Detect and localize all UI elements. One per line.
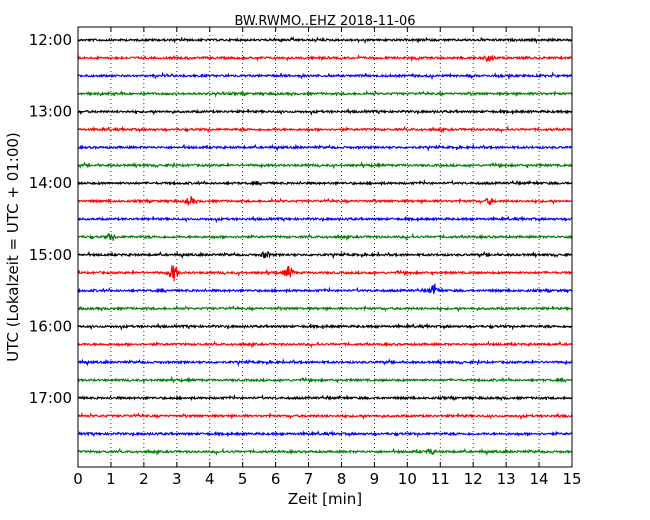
y-tick-label: 16:00: [29, 317, 72, 335]
trace-1530: [77, 283, 573, 295]
trace-1200: [77, 35, 573, 45]
trace-1500: [77, 250, 573, 260]
x-tick-label: 13: [497, 470, 516, 488]
x-tick-label: 11: [431, 470, 450, 488]
trace-1745: [77, 447, 573, 457]
x-tick-label: 0: [73, 470, 83, 488]
trace-1645: [77, 375, 573, 385]
trace-1415: [77, 195, 573, 206]
y-tick-label: 12:00: [29, 31, 72, 49]
x-tick-label: 7: [304, 470, 314, 488]
trace-1600: [77, 322, 573, 331]
trace-1700: [77, 393, 573, 402]
x-tick-label: 4: [205, 470, 215, 488]
x-axis-label: Zeit [min]: [288, 490, 362, 508]
x-tick-label: 15: [562, 470, 581, 488]
x-tick-label: 14: [530, 470, 549, 488]
trace-1400: [77, 179, 573, 187]
trace-1330: [77, 143, 573, 152]
y-tick-label: 13:00: [29, 103, 72, 121]
y-axis-label: UTC (Lokalzeit = UTC + 01:00): [4, 132, 22, 362]
x-tick-label: 6: [271, 470, 281, 488]
x-tick-label: 12: [464, 470, 483, 488]
x-tick-label: 2: [139, 470, 149, 488]
x-tick-label: 5: [238, 470, 248, 488]
chart-title: BW.RWMO..EHZ 2018-11-06: [234, 14, 415, 29]
trace-1615: [77, 340, 573, 349]
trace-1715: [77, 411, 573, 421]
trace-1345: [77, 160, 573, 170]
plot-frame: [77, 26, 573, 468]
x-tick-label: 8: [337, 470, 347, 488]
trace-1315: [77, 125, 573, 134]
y-tick-label: 15:00: [29, 246, 72, 264]
trace-1630: [77, 358, 573, 367]
trace-1230: [77, 71, 573, 81]
x-tick-label: 3: [172, 470, 182, 488]
trace-1515: [77, 265, 573, 282]
trace-1730: [77, 429, 573, 439]
axes: 0 1 2 3 4 5 6 7 8 9 10 11 12 13 14 1512:0013:0014:0015:…: [29, 27, 582, 488]
trace-1430: [77, 215, 573, 224]
x-tick-label: 10: [398, 470, 417, 488]
trace-1445: [77, 232, 573, 242]
y-tick-label: 14:00: [29, 174, 72, 192]
trace-1245: [77, 89, 573, 98]
y-tick-label: 17:00: [29, 389, 72, 407]
trace-1300: [77, 107, 573, 116]
vertical-grid: [110, 27, 540, 467]
x-tick-label: 9: [370, 470, 380, 488]
trace-1545: [77, 304, 573, 313]
trace-1215: [77, 53, 573, 63]
x-tick-label: 1: [106, 470, 116, 488]
seismic-traces: [77, 35, 573, 457]
